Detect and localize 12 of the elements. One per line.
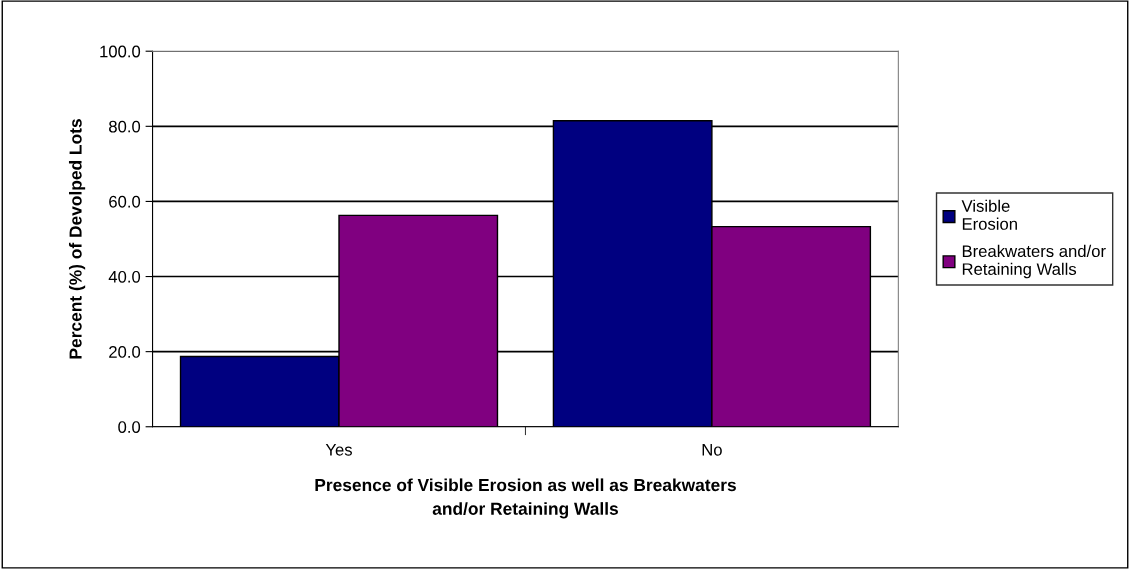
legend-label: Visible Erosion <box>961 199 1017 230</box>
y-axis-title: Percent (%) of Devolped Lots <box>68 119 86 359</box>
y-tick-label: 20.0 <box>109 346 141 358</box>
x-tick-label: Yes <box>325 444 352 456</box>
y-tick-label: 100.0 <box>100 45 141 58</box>
x-tick-label: No <box>702 444 722 456</box>
x-axis-title: Presence of Visible Erosion as well as Breakwaters and/or Retaining Walls <box>315 478 736 519</box>
y-tick-label: 80.0 <box>109 120 141 133</box>
y-tick-label: 0.0 <box>118 421 141 433</box>
legend-label: Breakwaters and/or Retaining Walls <box>962 244 1106 279</box>
y-tick-label: 40.0 <box>108 270 141 283</box>
y-tick-label: 60.0 <box>109 195 141 208</box>
